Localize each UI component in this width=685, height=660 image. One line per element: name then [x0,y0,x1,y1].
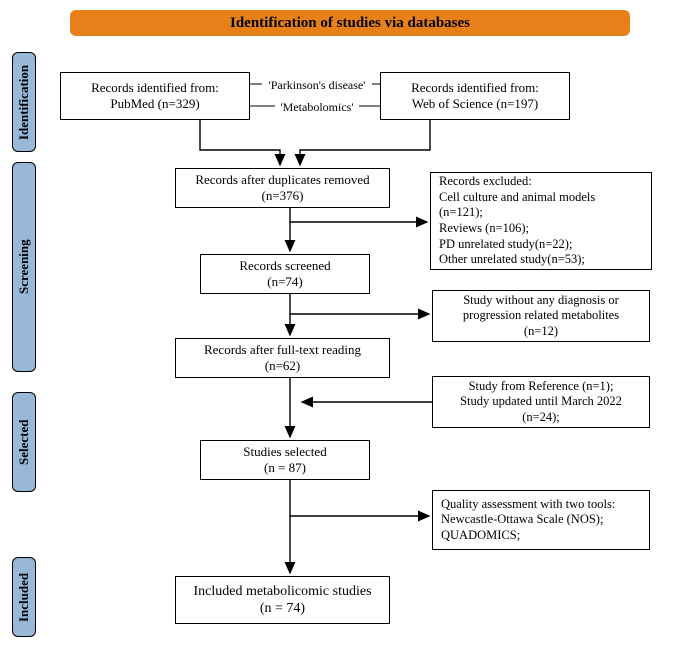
box-source-pubmed: Records identified from: PubMed (n=329) [60,72,250,120]
stage-screening: Screening [12,162,36,372]
box-added-studies: Study from Reference (n=1); Study update… [432,376,650,428]
box-selected: Studies selected (n = 87) [200,440,370,480]
box-excluded-2: Study without any diagnosis or progressi… [432,290,650,342]
stage-identification: Identification [12,52,36,152]
box-excluded-1: Records excluded: Cell culture and anima… [430,172,652,270]
box-quality: Quality assessment with two tools: Newca… [432,490,650,550]
box-screened: Records screened (n=74) [200,254,370,294]
stage-included: Included [12,557,36,637]
box-fulltext: Records after full-text reading (n=62) [175,338,390,378]
header-banner: Identification of studies via databases [70,10,630,36]
box-source-wos: Records identified from: Web of Science … [380,72,570,120]
search-term-1: 'Parkinson's disease' [262,78,372,92]
stage-selected: Selected [12,392,36,492]
search-term-2: 'Metabolomics' [275,100,359,114]
box-dedup: Records after duplicates removed (n=376) [175,168,390,208]
box-included: Included metabolicomic studies (n = 74) [175,576,390,624]
